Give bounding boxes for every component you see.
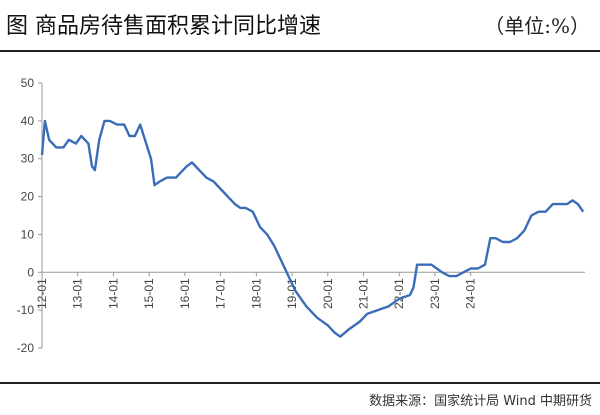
chart-title: 图 商品房待售面积累计同比增速: [6, 14, 321, 39]
line-chart: 50 40 30 20 10 0 -10 -20 12-01 13-01 14-01 15-01 16-…: [17, 76, 585, 355]
y-tick-label: 40: [21, 114, 35, 128]
x-tick-label: 17-01: [214, 278, 228, 309]
series-line: [40, 119, 585, 338]
y-tick-label: 10: [21, 227, 35, 241]
x-tick-label: 13-01: [71, 278, 85, 309]
bottom-rule: [0, 382, 600, 384]
y-tick-label: 0: [27, 265, 34, 279]
y-tick-label: -20: [17, 341, 35, 355]
x-tick-label: 23-01: [428, 278, 442, 309]
y-tick-label: -10: [17, 303, 35, 317]
x-tick-label: 19-01: [285, 278, 299, 309]
x-tick-label: 20-01: [321, 278, 335, 309]
x-tick-label: 21-01: [357, 278, 371, 309]
y-tick-label: 50: [21, 76, 35, 90]
x-tick-label: 15-01: [142, 278, 156, 309]
y-tick-label: 30: [21, 152, 35, 166]
x-tick-label: 16-01: [178, 278, 192, 309]
x-tick-label: 18-01: [249, 278, 263, 309]
x-tick-label: 12-01: [35, 278, 49, 309]
x-tick-label: 22-01: [392, 278, 406, 309]
unit-label: （单位:%）: [484, 14, 590, 38]
source-note: 数据来源：国家统计局 Wind 中期研货: [369, 394, 592, 409]
top-rule: [0, 50, 600, 52]
y-tick-label: 20: [21, 190, 35, 204]
x-tick-label: 24-01: [464, 278, 478, 309]
x-tick-label: 14-01: [106, 278, 120, 309]
